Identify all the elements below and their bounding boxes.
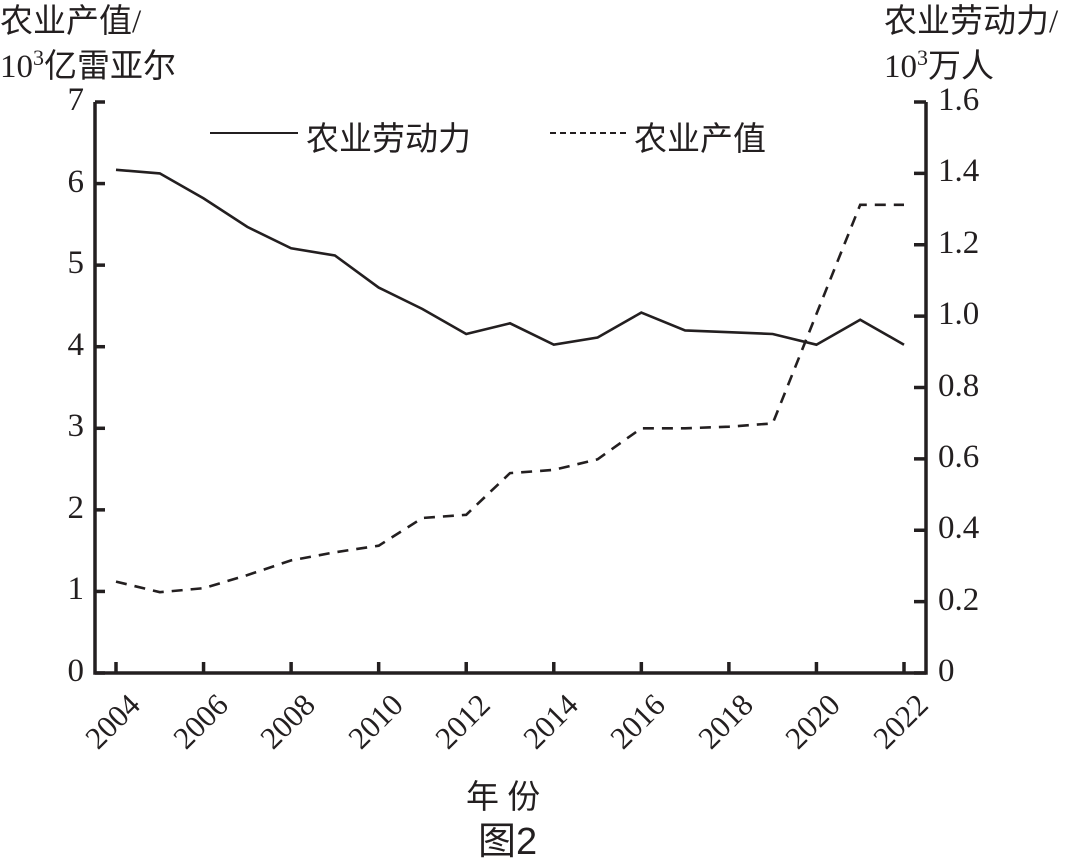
legend-label-output: 农业产值 (634, 122, 766, 158)
left-tick-label: 4 (67, 326, 85, 363)
right-axis-title-line1: 农业劳动力/ (884, 4, 1059, 40)
right-tick-label: 0.8 (938, 367, 980, 404)
right-tick-label: 0 (938, 653, 955, 689)
right-tick-label: 1.6 (938, 82, 980, 118)
right-tick-label: 0.6 (938, 438, 980, 475)
series-labor-line (115, 168, 905, 347)
x-axis-title: 年 份 (466, 780, 541, 816)
right-tick-label: 0.4 (938, 510, 980, 547)
left-tick-label: 7 (67, 82, 85, 118)
series-output-line (115, 203, 904, 594)
legend-dashed-line-icon (550, 132, 626, 134)
left-axis-title-line1: 农业产值/ (0, 4, 142, 40)
left-tick-label: 5 (67, 245, 85, 282)
legend-solid-line-icon (210, 132, 298, 134)
right-tick-label: 1.0 (938, 296, 980, 333)
left-tick-label: 0 (67, 653, 85, 689)
right-axis-title-line2: 103万人 (884, 45, 994, 85)
legend-label-labor: 农业劳动力 (306, 122, 471, 158)
axes-frame (93, 102, 928, 675)
right-tick-label: 0.2 (938, 581, 980, 618)
left-axis-title-line2: 103亿雷亚尔 (0, 45, 176, 85)
left-tick-label: 6 (67, 163, 85, 200)
right-tick-label: 1.4 (938, 153, 980, 190)
left-tick-label: 1 (67, 571, 85, 608)
left-tick-label: 2 (67, 489, 85, 526)
right-tick-label: 1.2 (938, 224, 980, 261)
figure-caption: 图2 (478, 821, 538, 863)
right-axis-title: 农业劳动力/ 103万人 (884, 4, 1058, 85)
left-axis-title: 农业产值/ 103亿雷亚尔 (0, 4, 176, 85)
left-tick-label: 3 (67, 408, 85, 445)
